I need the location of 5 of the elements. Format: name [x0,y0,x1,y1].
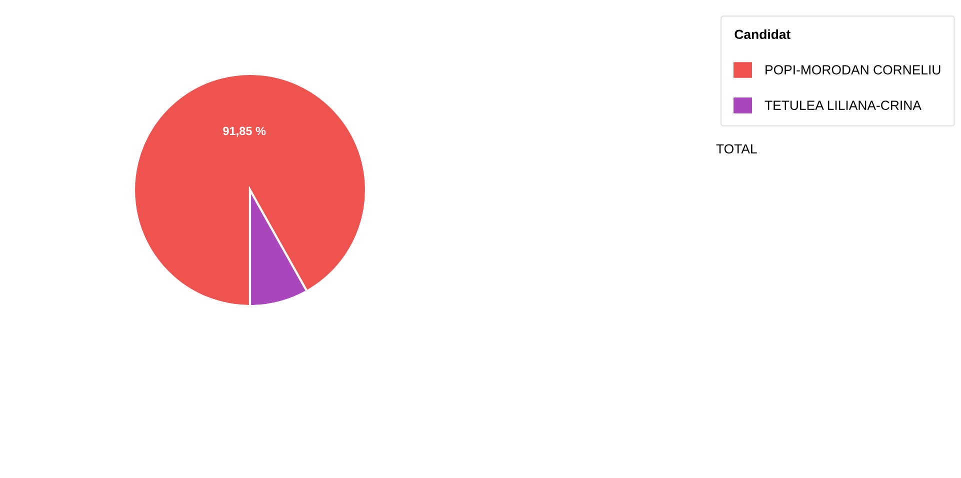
text: TOTAL [716,144,757,154]
data-label: 91,85 % [223,126,266,137]
legend-label: POPI-MORODAN CORNELIU [766,65,940,75]
legend-label: TETULEA LILIANA-CRINA [764,100,922,110]
legend-title: Candidat [734,29,790,40]
